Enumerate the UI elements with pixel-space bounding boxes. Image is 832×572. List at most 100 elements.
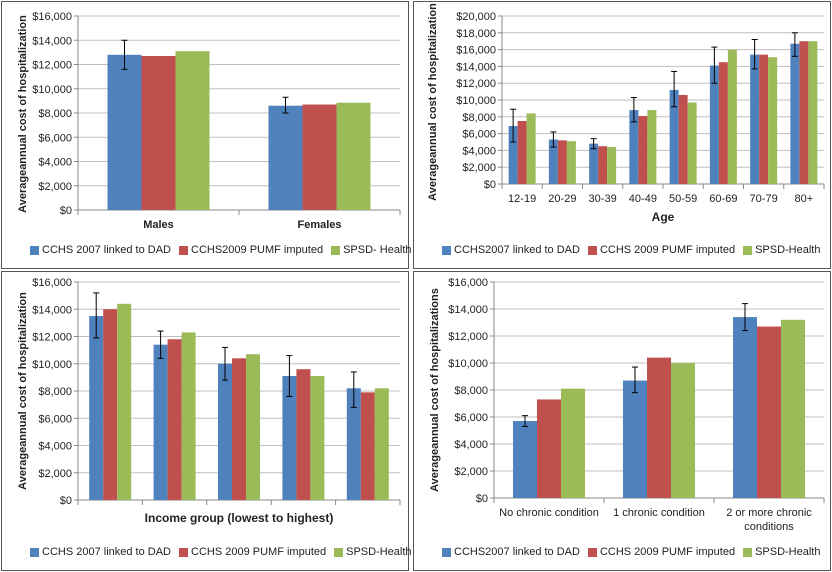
bar <box>671 363 695 498</box>
bar <box>750 54 760 184</box>
bar <box>89 316 104 500</box>
y-tick-label: $14,000 <box>456 61 496 73</box>
legend-item: SPSD- Health <box>331 244 412 256</box>
bar <box>153 344 168 500</box>
y-tick-label: $10,000 <box>32 359 72 371</box>
bar <box>218 363 232 500</box>
y-tick-label: $4,000 <box>462 145 496 157</box>
bar <box>103 309 118 500</box>
bar <box>727 49 737 184</box>
bar <box>296 369 311 500</box>
bar <box>346 388 361 500</box>
legend-item: SPSD-Health <box>334 546 412 558</box>
legend-item: CCHS 2009 PUMF imputed <box>587 546 736 558</box>
y-tick-label: $12,000 <box>32 332 72 344</box>
legend-item: SPSD-Health <box>743 546 820 558</box>
legend-age: CCHS2007 linked to DAD CCHS 2009 PUMF im… <box>442 244 828 256</box>
x-tick-label: 12-19 <box>508 193 536 205</box>
legend-swatch <box>30 245 39 255</box>
bar <box>181 332 196 500</box>
legend-label: SPSD-Health <box>346 546 412 558</box>
legend-swatch <box>30 547 39 557</box>
bar <box>687 102 697 184</box>
chart-age-svg: $0 $2,000 $4,000 $6,000 $8,000 $10,000 $12,000… <box>427 3 825 224</box>
x-tick-label: 50-59 <box>669 193 697 205</box>
y-tick-label: $20,000 <box>456 11 496 23</box>
bar <box>268 105 303 210</box>
bar <box>647 357 671 498</box>
bar <box>669 89 679 184</box>
bar <box>310 376 325 500</box>
bar <box>799 41 809 185</box>
y-axis-label: Averageannual cost of hospitalization <box>17 292 29 490</box>
legend-swatch <box>331 245 341 255</box>
y-tick-label: $8,000 <box>38 108 72 120</box>
legend-swatch <box>587 245 597 255</box>
chart-panel-income: $0 $2,000 $4,000 $6,000 $8,000 $10,000 $12,000… <box>1 271 412 571</box>
legend-label: CCHS2007 linked to DAD <box>454 546 580 558</box>
x-tick-label: Females <box>297 219 341 231</box>
chart-panel-sex: $0 $2,000 $4,000 $6,000 $8,000 $10,000 $12,000… <box>1 1 412 269</box>
x-tick-label: 60-69 <box>709 193 737 205</box>
bar <box>757 326 781 498</box>
legend-item: CCHS2007 linked to DAD <box>442 244 580 256</box>
bar <box>548 139 558 184</box>
chart-panel-age: $0 $2,000 $4,000 $6,000 $8,000 $10,000 $12,000… <box>413 1 831 269</box>
bar <box>141 56 176 211</box>
x-tick-label: 20-29 <box>548 193 576 205</box>
legend-item: CCHS2007 linked to DAD <box>442 546 580 558</box>
legend-swatch <box>334 547 344 557</box>
legend-label: CCHS 2007 linked to DAD <box>42 546 172 558</box>
bar <box>117 303 132 500</box>
legend-swatch <box>743 245 753 255</box>
chart-panel-chronic: $0 $2,000 $4,000 $6,000 $8,000 $10,000 $12,000… <box>413 271 831 571</box>
y-tick-label: $0 <box>60 205 72 217</box>
legend-label: CCHS 2009 PUMF imputed <box>599 244 736 256</box>
y-axis-label: Averageannual cost of hospitalization <box>17 15 29 213</box>
legend-label: SPSD-Health <box>755 244 821 256</box>
x-tick-label: 40-49 <box>629 193 657 205</box>
bar <box>232 358 246 500</box>
chart-sex-svg: $0 $2,000 $4,000 $6,000 $8,000 $10,000 $12,000… <box>17 11 401 231</box>
y-tick-label: $18,000 <box>456 28 496 40</box>
bar <box>360 392 375 500</box>
y-tick-label: $0 <box>60 495 72 507</box>
y-tick-label: $16,000 <box>456 45 496 57</box>
y-tick-label: $14,000 <box>448 304 488 316</box>
bar <box>808 41 818 185</box>
y-tick-label: $8,000 <box>462 112 496 124</box>
legend-label: CCHS 2009 PUMF imputed <box>599 546 736 558</box>
bar <box>374 388 389 500</box>
legend-item: CCHS 2009 PUMF imputed <box>587 244 736 256</box>
bar <box>508 126 518 184</box>
y-tick-label: $12,000 <box>456 78 496 90</box>
y-tick-label: $4,000 <box>454 439 488 451</box>
legend-swatch <box>442 547 451 557</box>
y-tick-label: $8,000 <box>38 386 72 398</box>
y-tick-label: $2,000 <box>38 181 72 193</box>
bar <box>790 43 800 184</box>
x-tick-label: 1 chronic condition <box>613 507 705 519</box>
legend-swatch <box>442 245 451 255</box>
y-tick-label: $2,000 <box>462 162 496 174</box>
bar <box>607 147 617 184</box>
y-tick-label: $16,000 <box>448 277 488 289</box>
bar <box>781 319 805 498</box>
legend-label: CCHS 2009 PUMF imputed <box>191 546 327 558</box>
bar <box>718 62 728 185</box>
legend-chronic: CCHS2007 linked to DAD CCHS 2009 PUMF im… <box>442 546 828 558</box>
bar <box>175 51 210 210</box>
bar <box>107 54 142 210</box>
bar <box>733 317 757 498</box>
bar <box>678 94 688 184</box>
chart-income-svg: $0 $2,000 $4,000 $6,000 $8,000 $10,000 $12,000… <box>17 277 401 525</box>
bar <box>638 115 648 184</box>
legend-swatch <box>179 547 189 557</box>
legend-swatch <box>179 245 189 255</box>
y-tick-label: $14,000 <box>32 304 72 316</box>
y-tick-label: $2,000 <box>38 468 72 480</box>
legend-swatch <box>587 547 597 557</box>
y-tick-label: $10,000 <box>456 95 496 107</box>
legend-label: SPSD-Health <box>755 546 821 558</box>
legend-sex: CCHS 2007 linked to DAD CCHS2009 PUMF im… <box>30 244 420 256</box>
